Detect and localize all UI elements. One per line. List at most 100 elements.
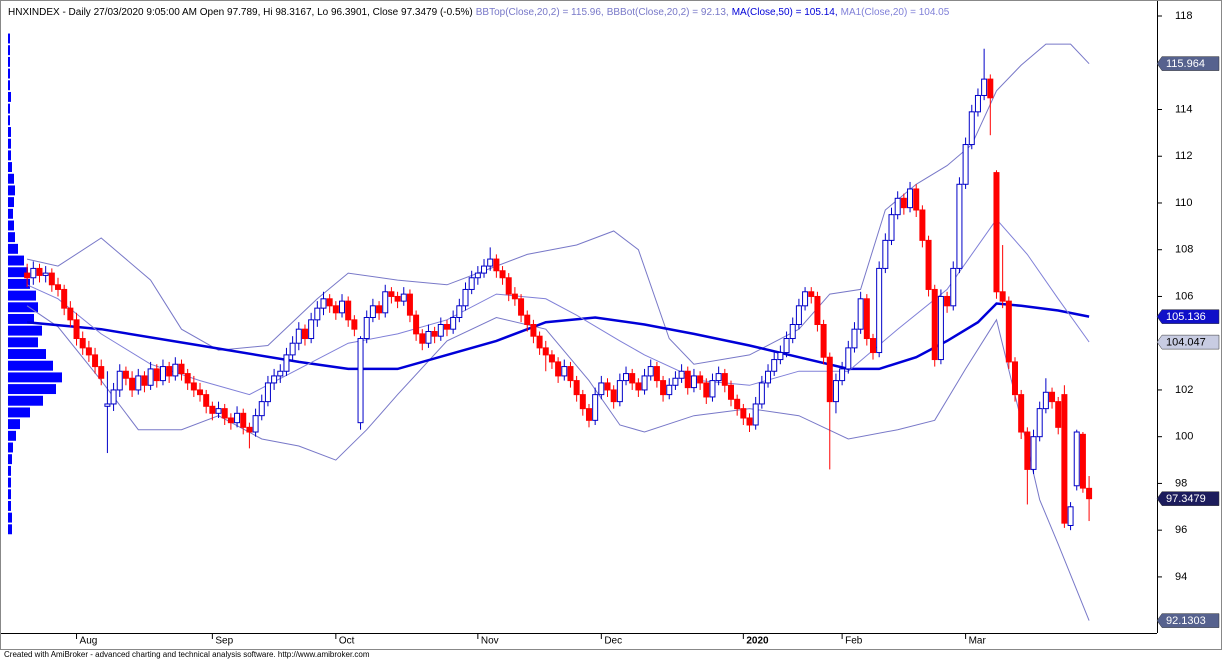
volume-profile-bar: [8, 115, 10, 126]
candle-body: [308, 319, 315, 340]
candle-body: [190, 382, 197, 391]
x-tick-label: Sep: [215, 636, 233, 647]
candle-body: [406, 293, 413, 316]
volume-profile-bar: [8, 360, 53, 371]
y-tick-label: 100: [1175, 431, 1193, 443]
candle-body: [172, 363, 179, 377]
candle-body: [703, 382, 710, 398]
title-main: HNXINDEX - Daily 27/03/2020 9:05:00 AM O…: [8, 7, 473, 18]
candle-body: [462, 288, 469, 307]
candle-body: [116, 370, 123, 391]
y-tick-label: 118: [1175, 10, 1193, 22]
candle-body: [888, 214, 895, 241]
candle-body: [863, 298, 870, 340]
volume-profile-bar: [8, 290, 36, 301]
candle-body: [993, 172, 1000, 293]
candle-body: [487, 258, 494, 267]
candle-body: [135, 375, 142, 391]
candle-body: [234, 412, 241, 424]
candle-body: [1079, 433, 1086, 489]
volume-profile-bar: [8, 302, 38, 313]
volume-profile-bar: [8, 33, 10, 44]
candle-body: [456, 305, 463, 318]
volume-profile-bar: [8, 430, 16, 441]
indicator-line: [26, 305, 1090, 621]
candle-body: [660, 380, 667, 396]
candle-body: [839, 368, 846, 382]
candle-body: [882, 239, 889, 269]
candle-body: [727, 384, 734, 400]
candle-body: [301, 328, 308, 340]
candle-body: [795, 305, 802, 326]
candle-body: [431, 331, 438, 337]
candle-body: [357, 338, 364, 424]
candle-body: [950, 267, 957, 307]
candle-body: [425, 331, 432, 344]
candle-body: [845, 347, 852, 370]
candle-body: [209, 405, 216, 414]
volume-profile-bar: [8, 127, 11, 137]
last-value-label: 115.964: [1166, 58, 1205, 70]
last-value-label-box: [1156, 613, 1220, 628]
candle-body: [221, 408, 228, 419]
candle-body: [1005, 300, 1012, 363]
candle-body: [981, 78, 988, 96]
close-value-label-box: [1156, 491, 1220, 506]
candle-body: [166, 366, 173, 377]
candle-body: [48, 272, 55, 286]
candle-body: [925, 239, 932, 290]
volume-profile-bar: [8, 45, 10, 56]
candle-body: [752, 403, 759, 426]
candle-body: [561, 366, 568, 377]
volume-profile-bar: [8, 454, 12, 465]
candle-body: [197, 389, 204, 396]
y-tick-label: 98: [1175, 477, 1187, 489]
candle-body: [246, 426, 253, 433]
candle-body: [524, 314, 531, 326]
candle-body: [1049, 391, 1056, 403]
volume-profile-bar: [8, 56, 10, 67]
candle-body: [240, 412, 247, 428]
volume-profile-bar: [8, 91, 11, 102]
candle-body: [481, 265, 488, 274]
candle-body: [1011, 361, 1018, 396]
candle-body: [678, 370, 685, 379]
y-tick-label: 96: [1175, 524, 1187, 536]
last-value-label: 104.047: [1166, 337, 1206, 349]
candle-body: [653, 366, 660, 382]
candle-body: [672, 377, 679, 386]
candle-body: [919, 209, 926, 241]
indicator-line: [26, 302, 1090, 371]
candle-body: [413, 314, 420, 335]
x-tick-label: Aug: [80, 636, 98, 647]
legend-entry: BBTop(Close,20,2) = 115.96,: [476, 7, 604, 18]
candle-body: [289, 342, 296, 356]
volume-profile-bar: [8, 243, 18, 254]
candle-body: [610, 389, 617, 403]
candle-body: [437, 324, 444, 337]
candle-body: [974, 94, 981, 113]
candle-body: [697, 375, 704, 384]
candle-body: [178, 363, 185, 375]
candle-body: [55, 284, 62, 290]
x-tick-label: Nov: [481, 636, 499, 647]
candle-body: [147, 368, 154, 386]
candle-body: [1036, 408, 1043, 438]
volume-profile-bar: [8, 442, 13, 453]
candle-body: [635, 382, 642, 391]
volume-profile-bar: [8, 465, 11, 476]
candle-body: [876, 267, 883, 354]
candle-body: [159, 366, 166, 382]
candle-body: [79, 338, 86, 349]
candle-body: [493, 258, 500, 272]
candle-body: [999, 291, 1006, 302]
candle-body: [363, 316, 370, 340]
candle-body: [1086, 487, 1093, 500]
candle-body: [203, 394, 210, 407]
candle-body: [820, 324, 827, 358]
candle-body: [184, 373, 191, 384]
candle-body: [857, 298, 864, 330]
volume-profile-bar: [8, 337, 38, 348]
candle-body: [771, 359, 778, 372]
